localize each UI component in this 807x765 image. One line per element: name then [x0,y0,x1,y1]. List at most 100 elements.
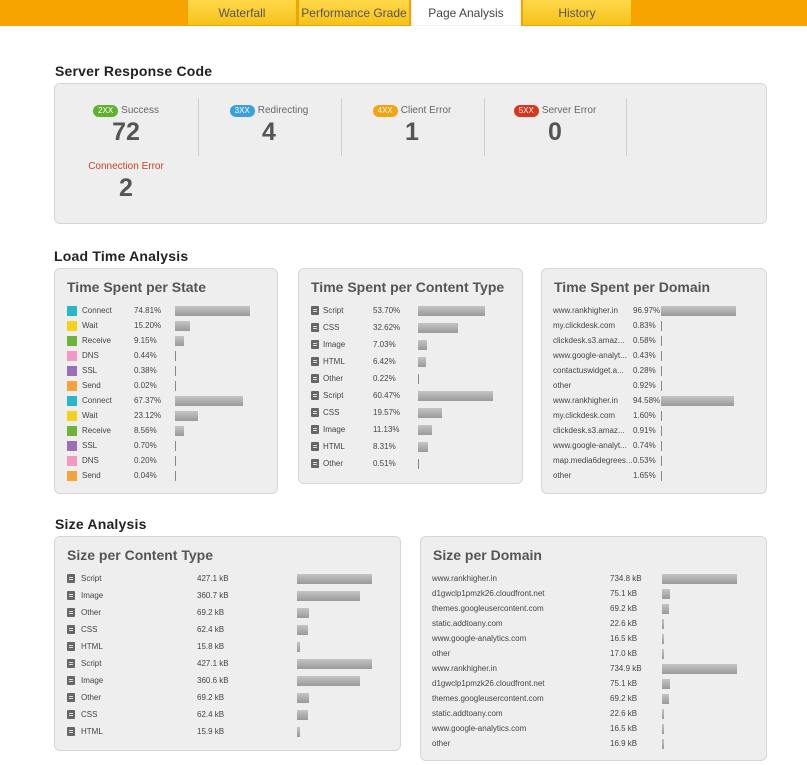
state-row-label: Send [82,381,101,390]
size-content-type-row: Other 69.2 kB [67,605,387,620]
state-row-bar [175,336,184,346]
tab-page-analysis[interactable]: Page Analysis [411,0,521,26]
legend-swatch [67,456,77,466]
content-type-row: Other 0.22% [311,371,511,386]
size-domain-row-bar [662,574,737,584]
legend-swatch [67,306,77,316]
size-domain-row-label: d1gwclp1pmzk26.cloudfront.net [432,589,545,598]
content-type-row-label: CSS [323,408,340,417]
size-content-type-row-value: 62.4 kB [197,710,225,719]
state-row-value: 0.04% [134,471,157,480]
state-row-label: SSL [82,441,98,450]
time-per-domain-title: Time Spent per Domain [554,279,711,295]
domain-row-label: www.rankhigher.in [553,306,618,315]
tab-waterfall[interactable]: Waterfall [187,0,297,26]
size-domain-row-bar [662,679,670,689]
state-row-bar [175,471,176,481]
time-per-content-type-panel: Time Spent per Content Type Script 53.70%… [298,268,523,484]
response-code-2: 4XX Client Error 1 [341,104,483,147]
domain-row-label: contactuswidget.a... [553,366,624,375]
legend-swatch [67,441,77,451]
size-domain-row: d1gwclp1pmzk26.cloudfront.net 75.1 kB [432,586,752,601]
response-code-badge: 3XX [229,105,255,117]
size-content-type-row-bar [297,574,372,584]
size-domain-row-value: 16.9 kB [610,739,638,748]
state-row: SSL 0.38% [67,363,267,378]
domain-row-bar [661,366,662,376]
size-domain-row-label: www.google-analytics.com [432,634,527,643]
domain-row-value: 1.65% [633,471,656,480]
tab-history[interactable]: History [522,0,632,26]
legend-swatch [67,471,77,481]
response-code-label: Client Error [400,105,452,116]
response-code-label: Connection Error [88,161,164,172]
size-content-type-row-value: 15.8 kB [197,642,225,651]
size-domain-row-bar [662,619,664,629]
state-row: Wait 23.12% [67,408,267,423]
response-code-label-row: Connection Error [55,160,197,174]
content-type-row-value: 32.62% [373,323,401,332]
size-domain-row-bar [662,739,664,749]
time-per-content-type-title: Time Spent per Content Type [311,279,505,295]
size-domain-row-bar [662,724,664,734]
content-type-row-bar [418,306,485,316]
size-domain-row: other 16.9 kB [432,736,752,751]
legend-swatch [67,366,77,376]
time-per-state-title: Time Spent per State [67,279,207,295]
state-row: SSL 0.70% [67,438,267,453]
response-code-label-row: 3XX Redirecting [198,104,340,118]
state-row-bar [175,366,176,376]
size-domain-row: other 17.0 kB [432,646,752,661]
size-per-content-type-title: Size per Content Type [67,547,213,563]
domain-row-label: my.clickdesk.com [553,321,616,330]
domain-row: my.clickdesk.com 0.83% [553,318,753,333]
domain-row: clickdesk.s3.amaz... 0.91% [553,423,753,438]
domain-row-bar [661,351,662,361]
size-content-type-row-bar [297,642,300,652]
size-content-type-row: CSS 62.4 kB [67,707,387,722]
response-code-count: 0 [548,118,562,146]
size-domain-row-value: 734.8 kB [610,574,642,583]
response-code-3: 5XX Server Error 0 [484,104,626,147]
content-type-row: Image 7.03% [311,337,511,352]
size-domain-row-label: other [432,739,451,748]
load-time-heading: Load Time Analysis [54,248,189,264]
size-content-type-row-label: Script [81,574,102,583]
size-content-type-row-bar [297,659,372,669]
state-row-value: 8.56% [134,426,157,435]
size-domain-row: www.rankhigher.in 734.8 kB [432,571,752,586]
response-code-count: 72 [112,118,140,146]
content-type-row-bar [418,357,426,367]
state-row-value: 0.38% [134,366,157,375]
size-content-type-row-label: Image [81,676,104,685]
content-type-row-value: 8.31% [373,442,396,451]
size-domain-row-label: static.addtoany.com [432,619,503,628]
size-domain-row-label: www.google-analytics.com [432,724,527,733]
content-type-row-bar [418,442,428,452]
state-row-label: Connect [82,306,112,315]
domain-row-value: 96.97% [633,306,661,315]
size-content-type-row: Script 427.1 kB [67,571,387,586]
time-per-domain-panel: Time Spent per Domain www.rankhigher.in 9… [541,268,767,494]
tab-performance-grade[interactable]: Performance Grade [298,0,410,26]
size-domain-row-label: themes.googleusercontent.com [432,604,544,613]
state-row: Connect 67.37% [67,393,267,408]
content-type-row-bar [418,340,427,350]
content-type-row-label: CSS [323,323,340,332]
divider [626,98,627,156]
response-code-label: Redirecting [257,105,309,116]
content-type-row-value: 6.42% [373,357,396,366]
response-code-count: 2 [119,174,133,202]
domain-row-bar [661,471,662,481]
size-domain-row-value: 22.6 kB [610,619,638,628]
legend-swatch [67,351,77,361]
size-content-type-row-bar [297,710,308,720]
state-row-bar [175,321,190,331]
state-row-value: 0.70% [134,441,157,450]
state-row-value: 15.20% [134,321,162,330]
script-icon [311,391,319,400]
domain-row-value: 0.74% [633,441,656,450]
domain-row: contactuswidget.a... 0.28% [553,363,753,378]
response-code-label-row: 4XX Client Error [341,104,483,118]
size-per-content-type-panel: Size per Content Type Script 427.1 kB Imag… [54,536,401,751]
